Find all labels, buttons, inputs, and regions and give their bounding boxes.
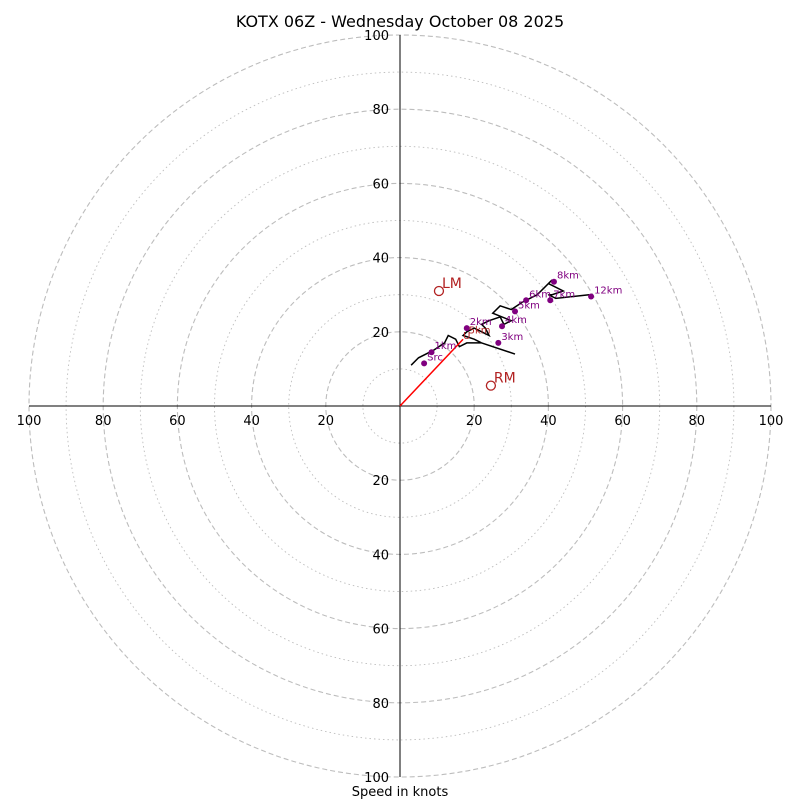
- height-label-2km: 2km: [470, 317, 492, 328]
- tick-west-60: 60: [169, 414, 186, 429]
- tick-south-20: 20: [372, 474, 389, 489]
- height-label-8km: 8km: [557, 271, 579, 282]
- tick-east-100: 100: [759, 414, 784, 429]
- marker-lm: [433, 285, 445, 297]
- height-label-3km: 3km: [501, 332, 523, 343]
- tick-north-80: 80: [372, 103, 389, 118]
- height-label-src: Src: [427, 352, 443, 363]
- height-label-6km: 6km: [529, 289, 551, 300]
- height-point-4km: [499, 323, 506, 330]
- height-label-5km: 5km: [518, 300, 540, 311]
- height-label-7km: 7km: [553, 289, 575, 300]
- tick-west-20: 20: [318, 414, 335, 429]
- tick-north-40: 40: [372, 252, 389, 267]
- bunkers-label-1: 5km: [469, 326, 491, 337]
- hodograph-trailing-segment: [481, 342, 516, 355]
- height-label-1km: 1km: [435, 341, 457, 352]
- height-point-5km: [512, 308, 519, 315]
- bunkers-label-0: U: [463, 331, 470, 342]
- tick-south-80: 80: [372, 697, 389, 712]
- tick-west-100: 100: [17, 414, 42, 429]
- tick-west-80: 80: [95, 414, 112, 429]
- tick-north-20: 20: [372, 326, 389, 341]
- chart-title: KOTX 06Z - Wednesday October 08 2025: [236, 12, 564, 31]
- tick-west-40: 40: [243, 414, 260, 429]
- height-label-4km: 4km: [505, 315, 527, 326]
- tick-north-60: 60: [372, 177, 389, 192]
- tick-east-20: 20: [466, 414, 483, 429]
- height-point-7km: [547, 297, 554, 304]
- hodograph-trace: [399, 279, 590, 407]
- marker-label-rm: RM: [494, 371, 516, 387]
- hodograph-line: [410, 279, 590, 366]
- tick-south-40: 40: [372, 548, 389, 563]
- tick-south-60: 60: [372, 623, 389, 638]
- tick-east-80: 80: [689, 414, 706, 429]
- height-label-12km: 12km: [594, 286, 622, 297]
- tick-labels: 20 20 20 20 40 40 40 40 60 60 60 60 80 80 80 80 100 100 10…: [17, 29, 784, 786]
- height-point-6km: [523, 297, 530, 304]
- height-point-2km: [463, 325, 470, 332]
- height-point-1km: [428, 349, 435, 356]
- tick-north-100: 100: [364, 29, 389, 44]
- tick-south-100: 100: [364, 771, 389, 786]
- height-point-12km: [588, 293, 595, 300]
- height-point-8km: [550, 278, 557, 285]
- height-point-src: [421, 360, 428, 367]
- tick-east-40: 40: [540, 414, 557, 429]
- tick-east-60: 60: [614, 414, 631, 429]
- storm-motion-line: [399, 338, 464, 407]
- marker-label-lm: LM: [442, 276, 462, 292]
- x-axis-label: Speed in knots: [352, 785, 449, 800]
- marker-rm: [485, 380, 497, 391]
- height-point-3km: [495, 339, 502, 346]
